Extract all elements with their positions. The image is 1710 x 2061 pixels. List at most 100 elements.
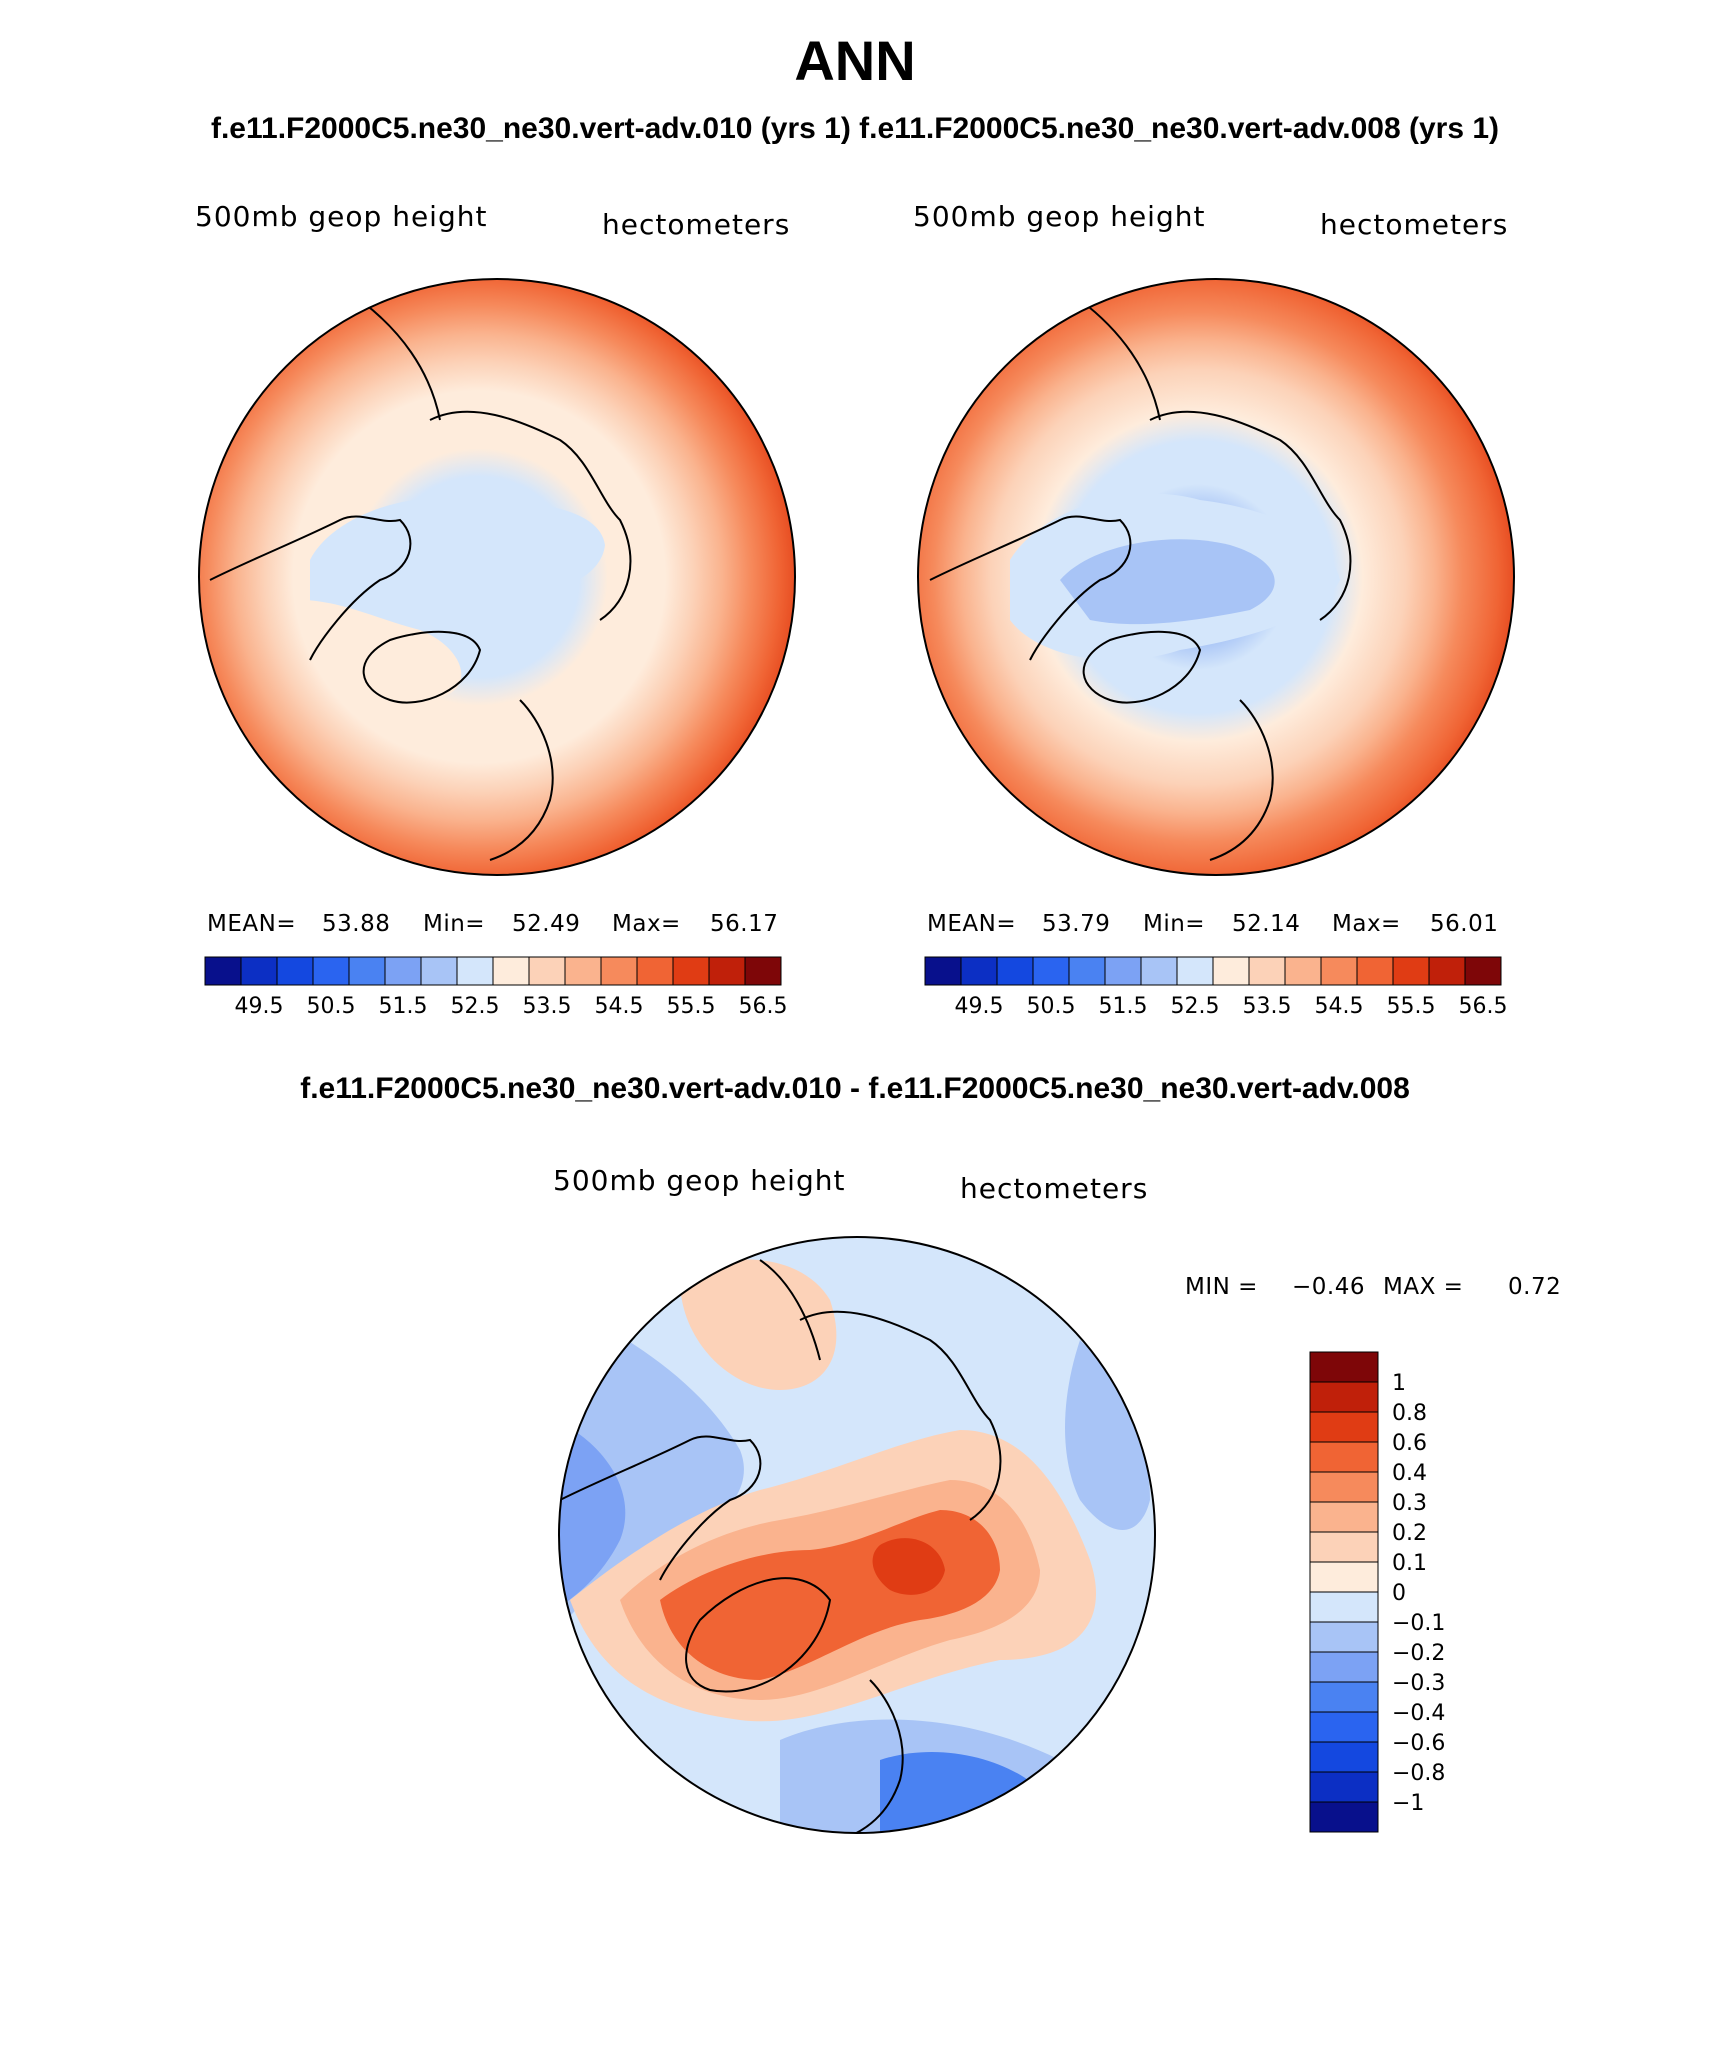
panel2-colorbar-tick-label: 53.5 [1243, 994, 1292, 1019]
panel2-mean-value: 53.79 [1042, 911, 1111, 937]
panel3-max-value: 0.72 [1508, 1274, 1562, 1300]
panel1-colorbar-box [492, 956, 530, 986]
panel1-colorbar: 49.5 50.5 51.5 52.5 53.5 54.5 55.5 56.5 [204, 956, 788, 1019]
panel3-colorbar-tick-label: −1 [1392, 1791, 1424, 1816]
panel1-colorbar-tick-label: 49.5 [235, 994, 284, 1019]
panel2-min-label: Min= [1143, 911, 1206, 937]
panel3-colorbar-box [1309, 1621, 1379, 1653]
panel3-colorbar-tick-label: 0 [1392, 1581, 1406, 1606]
panel2-colorbar-box [1356, 956, 1394, 986]
panel1-colorbar-box [564, 956, 602, 986]
panel2-colorbar-box [1320, 956, 1358, 986]
case-subtitle: f.e11.F2000C5.ne30_ne30.vert-adv.010 (yr… [210, 112, 1500, 145]
panel1-colorbar-box [744, 956, 782, 986]
panel2-colorbar-tick-label: 55.5 [1387, 994, 1436, 1019]
panel1-max-label: Max= [612, 911, 681, 937]
panel2-colorbar-tick-label: 49.5 [955, 994, 1004, 1019]
panel2-coastline-alaska [1079, 299, 1161, 421]
panel3-east-negative [1065, 1340, 1150, 1530]
panel1-coastline-siberia [429, 410, 632, 621]
panel2-colorbar-box [1392, 956, 1430, 986]
panel3-central-positive [620, 1480, 1040, 1700]
panel3-units-label: hectometers [960, 1172, 1149, 1205]
panel1-coastline-greenland [362, 630, 482, 704]
panel1-units-label: hectometers [602, 208, 791, 241]
panel3-colorbar-box [1309, 1531, 1379, 1563]
panel1-coastline-alaska [359, 299, 441, 421]
panel3-coastline-europe [839, 1679, 904, 1833]
panel3-colorbar-box [1309, 1381, 1379, 1413]
panel2-min-value: 52.14 [1232, 911, 1301, 937]
panel3-colorbar-tick-label: −0.1 [1392, 1611, 1445, 1636]
panel3-colorbar-tick-label: 0.3 [1392, 1491, 1427, 1516]
panel2-colorbar-box [1068, 956, 1106, 986]
panel3-colorbar-tick-label: −0.2 [1392, 1641, 1445, 1666]
panel1-min-value: 52.49 [512, 911, 581, 937]
panel3-colorbar-box [1309, 1801, 1379, 1833]
panel3-colorbar-tick-label: 0.2 [1392, 1521, 1427, 1546]
panel1-colorbar-box [348, 956, 386, 986]
panel1-variable-label: 500mb geop height [195, 200, 488, 233]
panel3-west-negative [559, 1300, 744, 1650]
panel1-colorbar-tick-label: 55.5 [667, 994, 716, 1019]
panel2-colorbar-box [1176, 956, 1214, 986]
panel3-coastline-canada [559, 1435, 762, 1581]
panel3-min-label: MIN = [1185, 1274, 1258, 1300]
panel1-coastline-europe [489, 699, 554, 861]
panel3-max-core [872, 1538, 945, 1595]
panel1-colorbar-box [672, 956, 710, 986]
panel3-variable-label: 500mb geop height [553, 1164, 846, 1197]
panel1-map-border [198, 278, 796, 876]
panel1-max-value: 56.17 [710, 911, 779, 937]
panel1-colorbar-box [456, 956, 494, 986]
panel1-colorbar-box [600, 956, 638, 986]
panel3-colorbar-box [1309, 1711, 1379, 1743]
panel3-colorbar-box [1309, 1651, 1379, 1683]
panel2-field-rings [918, 279, 1514, 875]
panel3-field-background [559, 1237, 1155, 1833]
panel3-west-negative-core [559, 1420, 626, 1610]
panel2-colorbar-tick-label: 50.5 [1027, 994, 1076, 1019]
panel1-colorbar-box [636, 956, 674, 986]
panel1-colorbar-box [240, 956, 278, 986]
panel2-colorbar-tick-label: 54.5 [1315, 994, 1364, 1019]
panel3-colorbar-box [1309, 1591, 1379, 1623]
panel1-colorbar-box [708, 956, 746, 986]
panel1-greenland-lobe [300, 600, 462, 700]
panel3-south-negative [780, 1719, 1060, 1833]
panel3-min-value: −0.46 [1292, 1274, 1365, 1300]
panel3-colorbar-box [1309, 1771, 1379, 1803]
panel3-coastline-siberia [799, 1310, 1002, 1521]
panel2-colorbar-box [1032, 956, 1070, 986]
panel3-colorbar-tick-label: −0.3 [1392, 1671, 1445, 1696]
panel2-variable-label: 500mb geop height [913, 200, 1206, 233]
panel3-coastline-greenland [685, 1577, 832, 1693]
panel1-mean-label: MEAN= [207, 911, 297, 937]
panel2-polar-core [1060, 539, 1275, 625]
panel2-colorbar-tick-label: 51.5 [1099, 994, 1148, 1019]
panel3-colorbar-tick-label: −0.8 [1392, 1761, 1445, 1786]
panel3-coastline-alaska [759, 1259, 821, 1361]
panel2-units-label: hectometers [1320, 208, 1509, 241]
panel1-colorbar-box [312, 956, 350, 986]
panel1-colorbar-box [528, 956, 566, 986]
panel2-colorbar-box [1140, 956, 1178, 986]
panel3-colorbar-tick-label: 1 [1392, 1371, 1406, 1396]
panel2-colorbar-box [996, 956, 1034, 986]
panel1-colorbar-tick-label: 56.5 [739, 994, 788, 1019]
panel3-colorbar-box [1309, 1681, 1379, 1713]
panel2-coastline-greenland [1082, 630, 1202, 704]
panel2-polar-low [1010, 493, 1340, 660]
panel2-colorbar-box [1464, 956, 1502, 986]
panel1-colorbar-tick-label: 51.5 [379, 994, 428, 1019]
panel3-map-border [558, 1236, 1156, 1834]
panel2-coastline-europe [1209, 699, 1274, 861]
panel2-colorbar-box [1212, 956, 1250, 986]
panel2-map-border [917, 278, 1515, 876]
panel1-polar-low [310, 498, 605, 637]
panel2-colorbar-tick-label: 56.5 [1459, 994, 1508, 1019]
panel3-colorbar-box [1309, 1471, 1379, 1503]
panel1-colorbar-tick-label: 50.5 [307, 994, 356, 1019]
panel3-max-label: MAX = [1383, 1274, 1464, 1300]
panel3-colorbar-box [1309, 1441, 1379, 1473]
